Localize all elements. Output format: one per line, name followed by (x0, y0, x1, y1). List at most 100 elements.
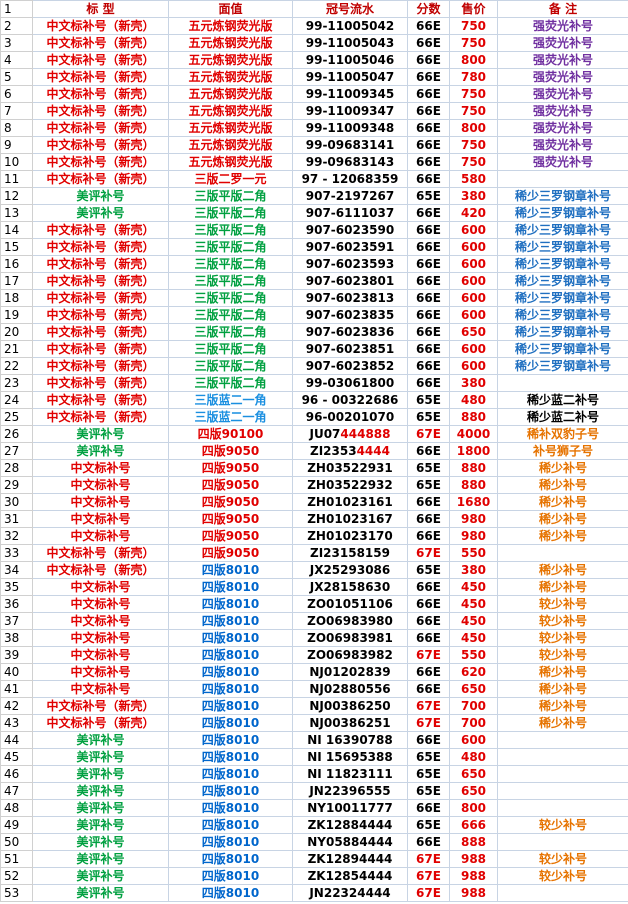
serial-cell: ZH01023167 (292, 510, 408, 528)
row-number: 37 (0, 612, 33, 630)
remark-cell: 强荧光补号 (497, 34, 628, 52)
type-cell: 美评补号 (32, 782, 169, 800)
serial-cell: JN22324444 (292, 884, 408, 902)
remark-cell (497, 170, 628, 188)
type-cell: 中文标补号（新壳） (32, 323, 169, 341)
data-row: 46 美评补号 四版8010 NI 11823111 65E 650 (0, 765, 628, 783)
serial-cell: 907-6023813 (292, 289, 408, 307)
grade-cell: 65E (407, 748, 450, 766)
serial-cell: ZH03522931 (292, 459, 408, 477)
serial-cell: 99-11009345 (292, 85, 408, 103)
data-row: 51 美评补号 四版8010 ZK12894444 67E 988 较少补号 (0, 850, 628, 868)
serial-cell: ZH01023170 (292, 527, 408, 545)
remark-cell: 补号狮子号 (497, 442, 628, 460)
type-cell: 中文标补号 (32, 476, 169, 494)
price-cell: 980 (449, 510, 498, 528)
price-cell: 800 (449, 51, 498, 69)
face-value-cell: 三版平版二角 (168, 255, 293, 273)
price-cell: 700 (449, 697, 498, 715)
type-cell: 中文标补号（新壳） (32, 51, 169, 69)
row-number: 12 (0, 187, 33, 205)
row-number: 8 (0, 119, 33, 137)
header-cell: 标 型 (32, 0, 169, 18)
price-cell: 650 (449, 765, 498, 783)
row-number: 22 (0, 357, 33, 375)
serial-cell: 907-6023801 (292, 272, 408, 290)
face-value-cell: 五元炼钢荧光版 (168, 153, 293, 171)
remark-cell (497, 799, 628, 817)
type-cell: 美评补号 (32, 204, 169, 222)
type-cell: 中文标补号（新壳） (32, 34, 169, 52)
grade-cell: 66E (407, 799, 450, 817)
remark-cell (497, 731, 628, 749)
grade-cell: 66E (407, 731, 450, 749)
face-value-cell: 三版平版二角 (168, 374, 293, 392)
type-cell: 中文标补号（新壳） (32, 408, 169, 426)
data-row: 11 中文标补号（新壳） 三版二罗一元 97 - 12068359 66E 580 (0, 170, 628, 188)
price-cell: 600 (449, 340, 498, 358)
header-cell: 面值 (168, 0, 293, 18)
grade-cell: 66E (407, 85, 450, 103)
row-number: 18 (0, 289, 33, 307)
type-cell: 中文标补号（新壳） (32, 85, 169, 103)
data-row: 35 中文标补号 四版8010 JX28158630 66E 450 稀少补号 (0, 578, 628, 596)
price-cell: 1680 (449, 493, 498, 511)
data-row: 36 中文标补号 四版8010 ZO01051106 66E 450 较少补号 (0, 595, 628, 613)
serial-cell: ZO01051106 (292, 595, 408, 613)
data-row: 13 美评补号 三版平版二角 907-6111037 66E 420 稀少三罗钢章补号 (0, 204, 628, 222)
data-row: 30 中文标补号 四版9050 ZH01023161 66E 1680 稀少补号 (0, 493, 628, 511)
type-cell: 中文标补号（新壳） (32, 272, 169, 290)
face-value-cell: 四版8010 (168, 578, 293, 596)
grade-cell: 66E (407, 119, 450, 137)
data-row: 25 中文标补号（新壳） 三版蓝二一角 96-00201070 65E 880 稀少蓝二补号 (0, 408, 628, 426)
price-cell: 880 (449, 408, 498, 426)
face-value-cell: 三版平版二角 (168, 221, 293, 239)
face-value-cell: 三版平版二角 (168, 272, 293, 290)
face-value-cell: 三版平版二角 (168, 340, 293, 358)
data-row: 3 中文标补号（新壳） 五元炼钢荧光版 99-11005043 66E 750 强荧光补号 (0, 34, 628, 52)
serial-cell: 907-6023593 (292, 255, 408, 273)
data-row: 9 中文标补号（新壳） 五元炼钢荧光版 99-09683141 66E 750 强荧光补号 (0, 136, 628, 154)
data-row: 4 中文标补号（新壳） 五元炼钢荧光版 99-11005046 66E 800 强荧光补号 (0, 51, 628, 69)
type-cell: 中文标补号（新壳） (32, 714, 169, 732)
data-row: 41 中文标补号 四版8010 NJ02880556 66E 650 稀少补号 (0, 680, 628, 698)
serial-cell: 99-11005042 (292, 17, 408, 35)
remark-cell: 较少补号 (497, 816, 628, 834)
type-cell: 美评补号 (32, 442, 169, 460)
grade-cell: 66E (407, 493, 450, 511)
remark-cell: 较少补号 (497, 867, 628, 885)
serial-cell: NI 16390788 (292, 731, 408, 749)
row-number: 24 (0, 391, 33, 409)
serial-cell: 99-11005047 (292, 68, 408, 86)
price-cell: 888 (449, 833, 498, 851)
serial-cell: 907-6023836 (292, 323, 408, 341)
serial-cell: ZO06983981 (292, 629, 408, 647)
row-number: 10 (0, 153, 33, 171)
face-value-cell: 五元炼钢荧光版 (168, 51, 293, 69)
price-cell: 750 (449, 17, 498, 35)
serial-cell: 907-6023590 (292, 221, 408, 239)
type-cell: 中文标补号（新壳） (32, 119, 169, 137)
data-row: 19 中文标补号（新壳） 三版平版二角 907-6023835 66E 600 稀少三罗钢章… (0, 306, 628, 324)
type-cell: 中文标补号 (32, 646, 169, 664)
face-value-cell: 四版9050 (168, 442, 293, 460)
face-value-cell: 三版平版二角 (168, 306, 293, 324)
data-row: 16 中文标补号（新壳） 三版平版二角 907-6023593 66E 600 稀少三罗钢章… (0, 255, 628, 273)
type-cell: 中文标补号（新壳） (32, 221, 169, 239)
serial-cell: JU07444888 (292, 425, 408, 443)
grade-cell: 66E (407, 238, 450, 256)
data-row: 27 美评补号 四版9050 ZI23534444 66E 1800 补号狮子号 (0, 442, 628, 460)
data-row: 10 中文标补号（新壳） 五元炼钢荧光版 99-09683143 66E 750 强荧光补号 (0, 153, 628, 171)
type-cell: 中文标补号 (32, 663, 169, 681)
face-value-cell: 四版8010 (168, 748, 293, 766)
serial-cell: 907-6023851 (292, 340, 408, 358)
face-value-cell: 三版蓝二一角 (168, 391, 293, 409)
remark-cell: 强荧光补号 (497, 85, 628, 103)
face-value-cell: 四版8010 (168, 731, 293, 749)
serial-cell: JX25293086 (292, 561, 408, 579)
price-cell: 550 (449, 646, 498, 664)
serial-cell: NJ00386251 (292, 714, 408, 732)
face-value-cell: 三版平版二角 (168, 357, 293, 375)
